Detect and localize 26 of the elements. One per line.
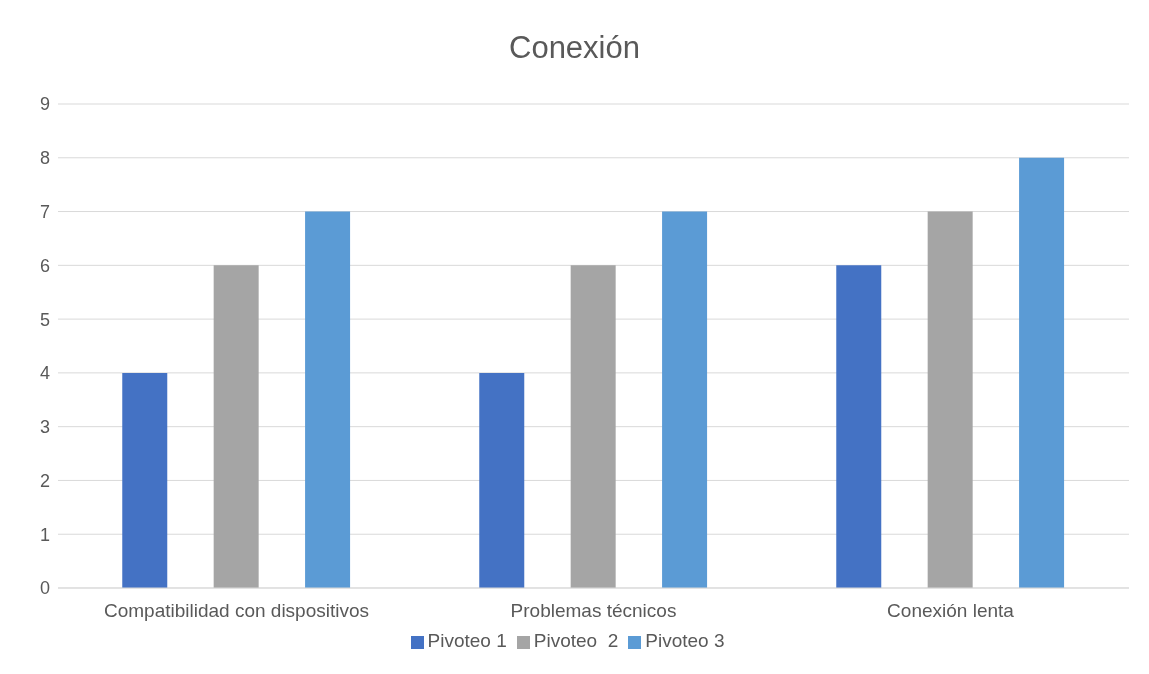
bar bbox=[305, 211, 351, 588]
y-tick-label: 3 bbox=[39, 417, 50, 438]
y-tick-label: 1 bbox=[39, 524, 50, 545]
y-tick-label: 4 bbox=[39, 363, 50, 384]
chart-title: Conexión bbox=[508, 30, 641, 66]
y-tick-label: 2 bbox=[39, 470, 50, 491]
bar bbox=[1019, 157, 1065, 588]
y-tick-label: 8 bbox=[39, 148, 50, 169]
y-tick-label: 7 bbox=[39, 201, 50, 222]
bar bbox=[479, 372, 525, 588]
y-tick-label: 6 bbox=[39, 255, 50, 276]
bar bbox=[662, 211, 708, 588]
bar bbox=[122, 372, 168, 588]
y-tick-label: 5 bbox=[39, 309, 50, 330]
x-tick-label: Compatibilidad con dispositivos bbox=[103, 600, 370, 622]
legend-label: Pivoteo 2 bbox=[533, 630, 619, 651]
legend-label: Pivoteo 3 bbox=[645, 630, 725, 651]
bar bbox=[836, 265, 882, 588]
x-tick-label: Problemas técnicos bbox=[510, 600, 677, 622]
bar bbox=[213, 265, 259, 588]
bar bbox=[927, 211, 973, 588]
x-tick-label: Conexión lenta bbox=[887, 600, 1015, 622]
bar bbox=[570, 265, 616, 588]
y-tick-label: 9 bbox=[39, 94, 50, 115]
y-tick-label: 0 bbox=[39, 578, 50, 599]
legend-label: Pivoteo 1 bbox=[427, 630, 507, 651]
